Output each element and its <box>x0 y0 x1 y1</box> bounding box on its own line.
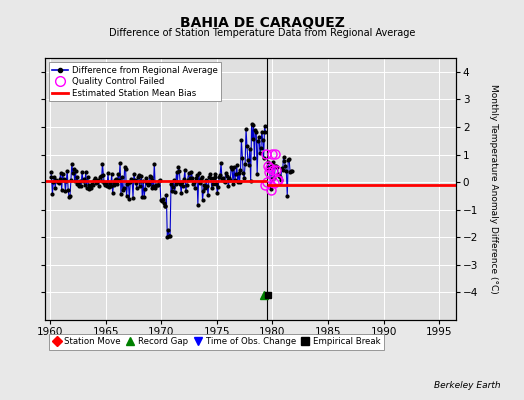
Text: BAHIA DE CARAQUEZ: BAHIA DE CARAQUEZ <box>180 16 344 30</box>
Y-axis label: Monthly Temperature Anomaly Difference (°C): Monthly Temperature Anomaly Difference (… <box>489 84 498 294</box>
Legend: Station Move, Record Gap, Time of Obs. Change, Empirical Break: Station Move, Record Gap, Time of Obs. C… <box>49 334 384 350</box>
Text: Berkeley Earth: Berkeley Earth <box>434 381 500 390</box>
Legend: Difference from Regional Average, Quality Control Failed, Estimated Station Mean: Difference from Regional Average, Qualit… <box>49 62 222 101</box>
Text: Difference of Station Temperature Data from Regional Average: Difference of Station Temperature Data f… <box>109 28 415 38</box>
